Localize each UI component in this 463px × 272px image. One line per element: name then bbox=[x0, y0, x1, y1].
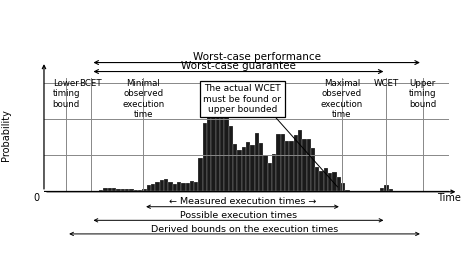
Bar bbox=[99, 190, 103, 191]
Bar bbox=[212, 89, 216, 191]
Bar bbox=[315, 166, 319, 191]
Bar bbox=[246, 142, 250, 191]
Bar bbox=[324, 168, 328, 191]
Bar bbox=[281, 134, 285, 191]
Bar bbox=[229, 126, 233, 191]
Bar bbox=[125, 189, 129, 191]
Bar bbox=[268, 163, 272, 191]
Bar bbox=[388, 189, 393, 191]
Text: Probability: Probability bbox=[0, 109, 11, 160]
Text: The actual WCET
must be found or
upper bounded: The actual WCET must be found or upper b… bbox=[204, 84, 282, 114]
Bar bbox=[203, 123, 207, 191]
Bar bbox=[168, 182, 173, 191]
Bar bbox=[216, 98, 220, 191]
Text: 0: 0 bbox=[33, 193, 39, 203]
Bar bbox=[207, 83, 212, 191]
Bar bbox=[302, 139, 307, 191]
Text: Time: Time bbox=[437, 193, 461, 203]
Bar bbox=[307, 139, 311, 191]
Text: WCET: WCET bbox=[374, 79, 399, 88]
Text: Possible execution times: Possible execution times bbox=[180, 211, 297, 220]
Bar bbox=[272, 153, 276, 191]
Bar bbox=[151, 184, 155, 191]
Bar bbox=[190, 181, 194, 191]
Bar bbox=[121, 190, 125, 191]
Bar bbox=[142, 189, 147, 191]
Bar bbox=[147, 186, 151, 191]
Bar bbox=[199, 158, 203, 191]
Bar bbox=[345, 190, 350, 191]
Bar bbox=[255, 133, 259, 191]
Bar bbox=[220, 112, 225, 191]
Text: Worst-case performance: Worst-case performance bbox=[193, 52, 321, 62]
Bar bbox=[134, 190, 138, 191]
Bar bbox=[263, 155, 268, 191]
Text: Upper
timing
bound: Upper timing bound bbox=[409, 79, 437, 109]
Bar bbox=[129, 189, 134, 191]
Bar bbox=[138, 190, 142, 191]
Bar bbox=[116, 189, 121, 191]
Text: Lower
timing
bound: Lower timing bound bbox=[52, 79, 80, 109]
Bar bbox=[164, 179, 168, 191]
Text: Derived bounds on the execution times: Derived bounds on the execution times bbox=[151, 225, 338, 234]
Bar bbox=[238, 150, 242, 191]
Bar bbox=[103, 188, 108, 191]
Bar bbox=[289, 141, 294, 191]
Bar bbox=[242, 147, 246, 191]
Text: BCET: BCET bbox=[79, 79, 102, 88]
Bar bbox=[233, 144, 238, 191]
Bar bbox=[337, 177, 341, 191]
Bar bbox=[225, 115, 229, 191]
Bar bbox=[112, 188, 116, 191]
Bar bbox=[194, 182, 199, 191]
Bar bbox=[181, 183, 186, 191]
Bar bbox=[250, 145, 255, 191]
Bar bbox=[311, 148, 315, 191]
Bar bbox=[155, 182, 160, 191]
Bar bbox=[177, 182, 181, 191]
Bar bbox=[108, 188, 112, 191]
Text: ← Measured execution times →: ← Measured execution times → bbox=[169, 197, 316, 206]
Bar bbox=[276, 134, 281, 191]
Bar bbox=[285, 141, 289, 191]
Text: Minimal
observed
execution
time: Minimal observed execution time bbox=[122, 79, 164, 119]
Bar bbox=[186, 183, 190, 191]
Bar bbox=[380, 188, 384, 191]
Bar bbox=[319, 171, 324, 191]
Bar bbox=[294, 135, 298, 191]
Text: Maximal
observed
execution
time: Maximal observed execution time bbox=[320, 79, 363, 119]
Bar bbox=[328, 173, 332, 191]
Bar bbox=[298, 130, 302, 191]
Bar bbox=[160, 180, 164, 191]
Text: Worst-case guarantee: Worst-case guarantee bbox=[181, 61, 296, 71]
Bar bbox=[341, 183, 345, 191]
Bar bbox=[173, 184, 177, 191]
Bar bbox=[332, 172, 337, 191]
Bar bbox=[259, 143, 263, 191]
Bar bbox=[384, 185, 388, 191]
